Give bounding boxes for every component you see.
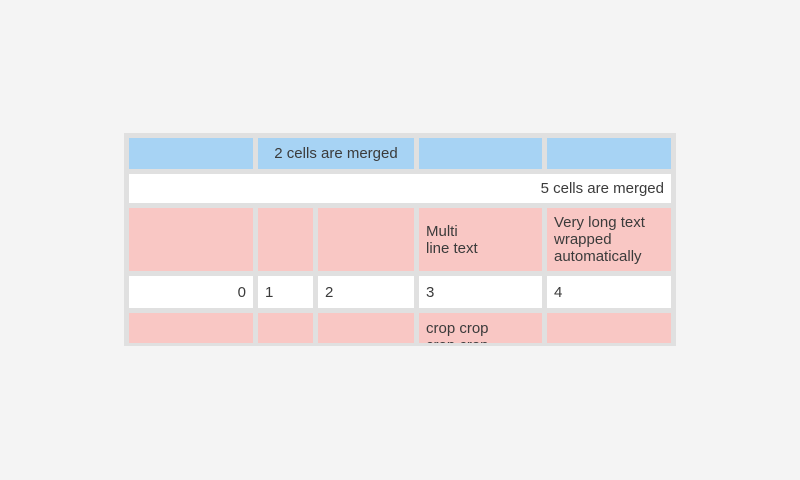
table-cell-r1c5[interactable] [547, 138, 671, 169]
table-cell-r2-merged[interactable]: 5 cells are merged [129, 174, 671, 203]
table-cell-r3c5-wrapped[interactable]: Very long text wrapped automatically [547, 208, 671, 271]
table-cell-r4c4[interactable]: 3 [419, 276, 542, 308]
table-cell-r3c3[interactable] [318, 208, 414, 271]
table-cell-r3c4-multiline[interactable]: Multi line text [419, 208, 542, 271]
table-content-clip: 2 cells are merged 5 cells are merged Mu… [129, 138, 671, 343]
table-cell-r5c2[interactable] [258, 313, 313, 343]
table-grid: 2 cells are merged 5 cells are merged Mu… [129, 138, 671, 343]
table-cell-r4c2[interactable]: 1 [258, 276, 313, 308]
table-cell-r5c4-cropped[interactable]: crop crop crop crop [419, 313, 542, 343]
table-widget: 2 cells are merged 5 cells are merged Mu… [124, 133, 676, 346]
table-cell-r4c5[interactable]: 4 [547, 276, 671, 308]
table-cell-r5c3[interactable] [318, 313, 414, 343]
table-cell-r1c4[interactable] [419, 138, 542, 169]
table-cell-r3c2[interactable] [258, 208, 313, 271]
table-cell-r3c1[interactable] [129, 208, 253, 271]
table-cell-r5c1[interactable] [129, 313, 253, 343]
table-cell-r1c1[interactable] [129, 138, 253, 169]
table-cell-r4c1[interactable]: 0 [129, 276, 253, 308]
table-cell-r1c2-merged[interactable]: 2 cells are merged [258, 138, 414, 169]
table-cell-r5c5[interactable] [547, 313, 671, 343]
table-cell-r4c3[interactable]: 2 [318, 276, 414, 308]
